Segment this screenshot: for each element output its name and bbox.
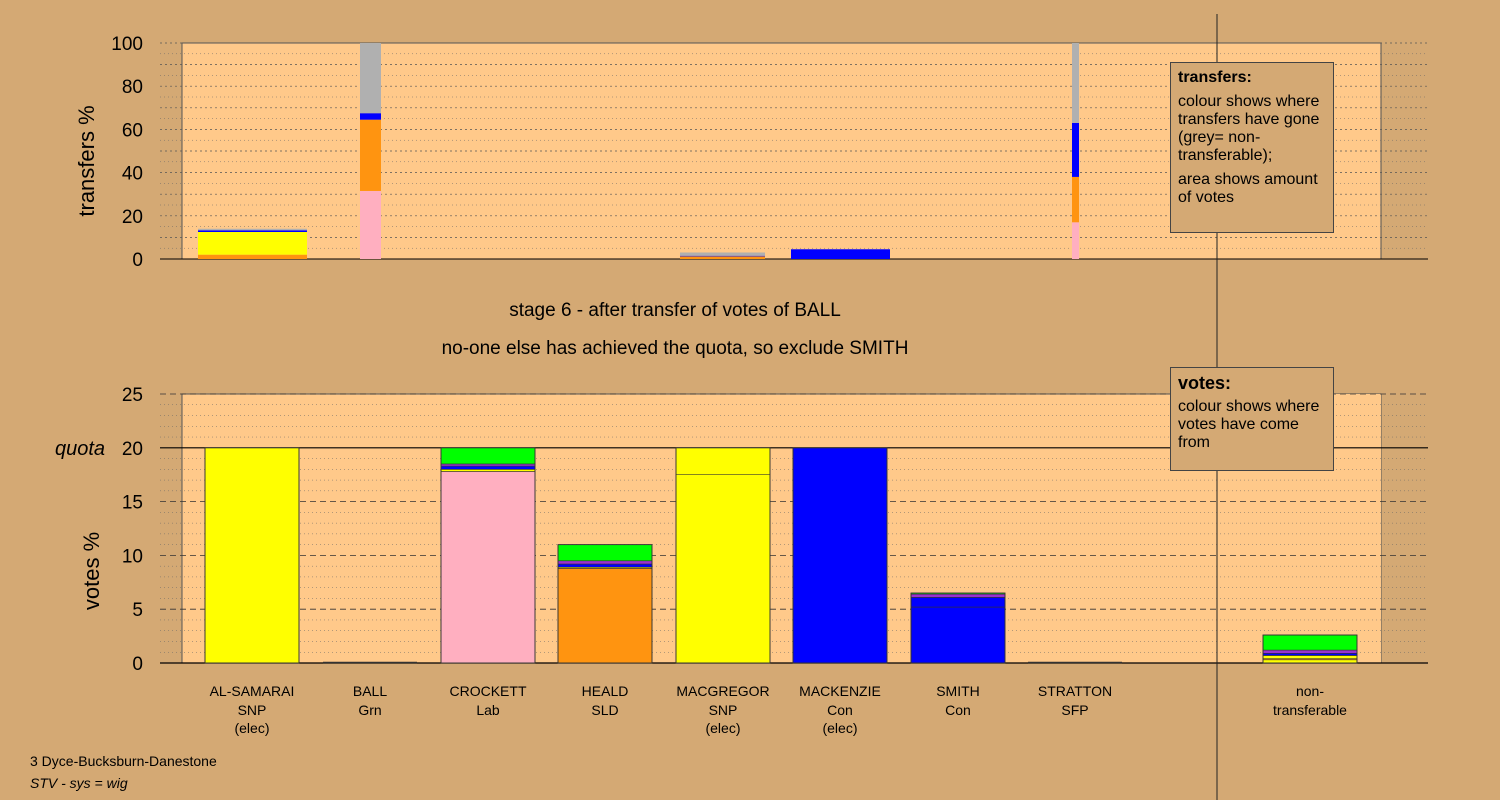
candidate-name-label: MACGREGOR bbox=[676, 683, 769, 699]
ward-name: 3 Dyce-Bucksburn-Danestone bbox=[30, 753, 217, 769]
transfer-bar-segment bbox=[360, 113, 381, 120]
transfer-bar-segment bbox=[791, 249, 890, 259]
candidate-name-label: STRATTON bbox=[1038, 683, 1112, 699]
vote-bar-segment bbox=[675, 474, 771, 664]
transfers-legend-title: transfers: bbox=[1178, 69, 1252, 86]
transfers-tick-label: 0 bbox=[132, 250, 143, 271]
transfers-tick-label: 60 bbox=[122, 120, 143, 141]
transfer-bar-segment bbox=[360, 190, 381, 259]
transfer-bar-segment bbox=[360, 119, 381, 191]
transfers-tick-label: 40 bbox=[122, 164, 143, 185]
transfers-tick-label: 80 bbox=[122, 77, 143, 98]
candidate-party-label: SLD bbox=[591, 702, 618, 718]
vote-bar-segment bbox=[440, 447, 536, 465]
vote-bar-segment bbox=[792, 447, 888, 664]
vote-bar-segment bbox=[1262, 655, 1358, 659]
voting-system: STV - sys = wig bbox=[30, 775, 128, 791]
candidate-party-label: Grn bbox=[358, 702, 381, 718]
vote-bar-segment bbox=[1262, 634, 1358, 651]
candidate-name-label: MACKENZIE bbox=[799, 683, 881, 699]
transfers-axis-label: transfers % bbox=[74, 105, 99, 216]
votes-legend: votes: colour shows where votes have com… bbox=[1170, 367, 1334, 471]
candidate-status-label: (elec) bbox=[705, 720, 740, 736]
vote-bar-segment bbox=[1262, 653, 1358, 656]
vote-bar-segment bbox=[1262, 649, 1358, 654]
vote-bar-segment bbox=[440, 463, 536, 467]
candidate-name-label: transferable bbox=[1273, 702, 1347, 718]
transfer-bar-segment bbox=[1072, 176, 1079, 223]
votes-tick-label: 20 bbox=[122, 439, 143, 460]
transfer-bar-segment bbox=[360, 43, 381, 114]
candidate-name-label: CROCKETT bbox=[450, 683, 527, 699]
transfer-bar-segment bbox=[198, 232, 307, 255]
transfer-bar-segment bbox=[1072, 222, 1079, 259]
votes-tick-label: 0 bbox=[132, 654, 143, 675]
vote-bar-segment bbox=[675, 447, 771, 475]
candidate-party-label: Con bbox=[827, 702, 853, 718]
votes-tick-label: 5 bbox=[132, 600, 143, 621]
votes-tick-label: 25 bbox=[122, 385, 143, 406]
candidate-party-label: Lab bbox=[476, 702, 500, 718]
votes-tick-label: 10 bbox=[122, 546, 143, 567]
vote-bar-segment bbox=[204, 447, 300, 664]
vote-bar-segment bbox=[1262, 659, 1358, 664]
vote-bar-segment bbox=[557, 544, 653, 562]
transfer-bar-segment bbox=[1072, 122, 1079, 177]
vote-bar-segment bbox=[557, 560, 653, 565]
candidate-name-label: SMITH bbox=[936, 683, 980, 699]
vote-bar-segment bbox=[440, 469, 536, 472]
vote-bar-segment bbox=[910, 593, 1006, 598]
vote-bar-segment bbox=[557, 568, 653, 664]
vote-bar-segment bbox=[557, 563, 653, 568]
transfer-bar-segment bbox=[198, 230, 307, 232]
votes-legend-colour-text: colour shows where votes have come from bbox=[1178, 398, 1320, 451]
vote-bar-outline bbox=[440, 447, 536, 664]
vote-bar-outline bbox=[204, 447, 300, 664]
candidate-name-label: AL-SAMARAI bbox=[210, 683, 295, 699]
stage-subtitle: no-one else has achieved the quota, so e… bbox=[441, 338, 909, 359]
transfers-legend-colour-text: colour shows where transfers have gone (… bbox=[1178, 93, 1320, 164]
transfers-tick-label: 20 bbox=[122, 207, 143, 228]
candidate-status-label: (elec) bbox=[234, 720, 269, 736]
vote-bar-segment bbox=[440, 465, 536, 470]
candidate-party-label: SNP bbox=[709, 702, 738, 718]
transfer-bar-segment bbox=[1072, 43, 1079, 123]
transfer-bar-segment bbox=[680, 252, 765, 256]
transfer-bar-segment bbox=[198, 228, 307, 231]
vote-bar-outline bbox=[557, 544, 653, 664]
transfers-tick-label: 100 bbox=[111, 34, 143, 55]
votes-axis-label: votes % bbox=[79, 532, 104, 610]
transfer-bar-segment bbox=[680, 256, 765, 259]
transfer-bar-segment bbox=[680, 255, 765, 257]
vote-bar-segment bbox=[440, 471, 536, 664]
transfer-bar-segment bbox=[198, 254, 307, 259]
votes-legend-title: votes: bbox=[1178, 373, 1232, 393]
stage-title: stage 6 - after transfer of votes of BAL… bbox=[509, 300, 841, 321]
vote-bar-outline bbox=[910, 592, 1006, 664]
quota-label: quota bbox=[55, 438, 105, 460]
transfers-legend: transfers: colour shows where transfers … bbox=[1170, 62, 1334, 233]
candidate-name-label: non- bbox=[1296, 683, 1324, 699]
candidate-party-label: SNP bbox=[238, 702, 267, 718]
vote-bar-outline bbox=[792, 447, 888, 664]
vote-bar-outline bbox=[675, 447, 771, 664]
votes-tick-label: 15 bbox=[122, 493, 143, 514]
candidate-party-label: Con bbox=[945, 702, 971, 718]
vote-bar-outline bbox=[1262, 634, 1358, 664]
candidate-name-label: BALL bbox=[353, 683, 387, 699]
candidate-party-label: SFP bbox=[1061, 702, 1088, 718]
vote-bar-segment bbox=[910, 597, 1006, 608]
candidate-name-label: HEALD bbox=[582, 683, 629, 699]
transfers-legend-area-text: area shows amount of votes bbox=[1178, 171, 1318, 206]
candidate-status-label: (elec) bbox=[822, 720, 857, 736]
vote-bar-segment bbox=[910, 606, 1006, 664]
